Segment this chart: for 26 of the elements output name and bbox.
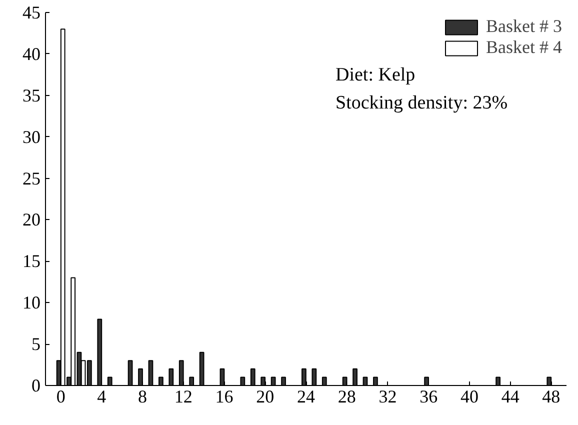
x-tick-label: 44 (501, 386, 520, 406)
x-tick-label: 8 (138, 386, 148, 406)
y-tick-label: 45 (22, 2, 40, 22)
annotation: Diet: Kelp (336, 64, 416, 86)
x-tick-label: 12 (174, 386, 192, 406)
legend-label: Basket # 3 (486, 16, 562, 37)
x-tick-label: 32 (378, 386, 397, 406)
y-tick-label: 20 (22, 210, 40, 230)
x-tick-label: 28 (338, 386, 356, 406)
x-tick-label: 20 (256, 386, 274, 406)
y-tick-label: 30 (22, 126, 40, 147)
x-tick-label: 36 (420, 386, 438, 406)
y-tick-label: 35 (22, 85, 40, 106)
x-tick-label: 24 (297, 386, 315, 406)
x-tick-label: 48 (542, 386, 560, 406)
y-tick-label: 40 (22, 44, 40, 64)
x-tick-label: 4 (97, 386, 106, 406)
x-tick-label: 16 (215, 386, 234, 406)
y-tick-label: 15 (22, 251, 40, 272)
y-tick-label: 5 (32, 334, 40, 354)
y-tick-label: 10 (22, 292, 40, 313)
annotation: Stocking density: 23% (336, 92, 508, 114)
y-tick-label: 25 (22, 168, 40, 188)
legend-label: Basket # 4 (486, 37, 562, 58)
x-tick-label: 40 (460, 386, 478, 406)
x-tick-label: 0 (56, 386, 66, 406)
